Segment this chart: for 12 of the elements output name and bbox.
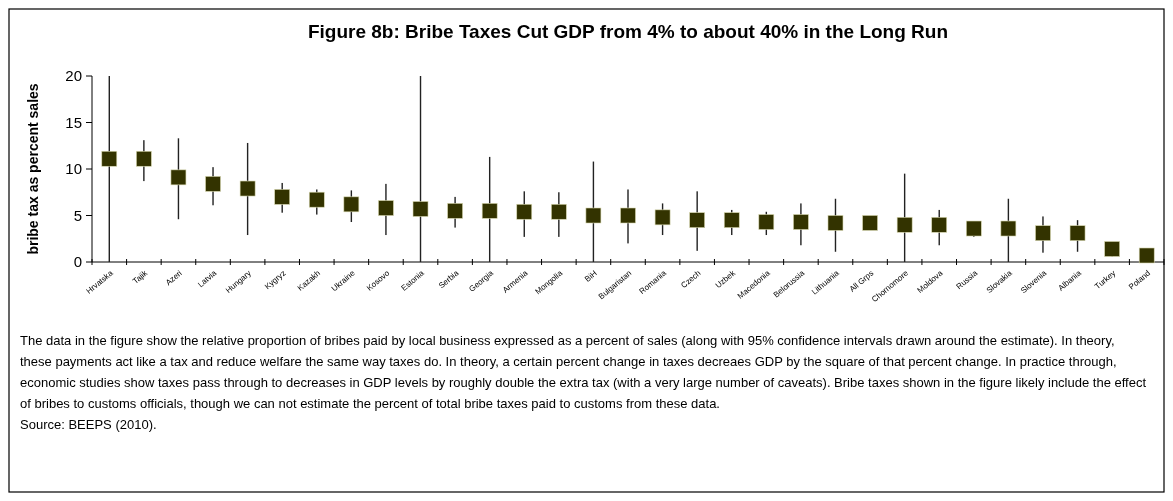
y-tick-label: 10: [65, 160, 82, 178]
text: The data in the figure show the relative proportion of bribes paid by local business expressed as a percent of sales (along with 95% confidence intervals drawn around the estimate). In theory, these payments act like a tax and reduce welfare the same way taxes do. In theory, a certain percent change in taxes decreaes GDP by the square of that percent change. In practice through, economic studies show taxes pass through to decreases in GDP levels by roughly double the extra tax (with a very large number of caveats). Bribe taxes shown in the figure likely include the effect of bribes to customs officials, though we can not estimate the percent of total bribe taxes paid to customs from these data.: [20, 332, 1147, 413]
y-tick-label: 20: [65, 67, 82, 85]
y-tick-label: 15: [65, 113, 82, 131]
y-tick-label: 5: [73, 206, 82, 224]
chart-title: Figure 8b: Bribe Taxes Cut GDP from 4% to about 40% in the Long Run: [307, 21, 949, 42]
x-tick-label: Tajik: [131, 268, 150, 286]
source-note: Source: BEEPS (2010).: [20, 416, 158, 434]
y-axis-title: bribe tax as percent sales: [25, 83, 41, 255]
x-tick-label: All Grps: [847, 268, 876, 294]
y-tick-label: 0: [73, 253, 82, 271]
x-tick-label: BiH: [583, 268, 599, 284]
